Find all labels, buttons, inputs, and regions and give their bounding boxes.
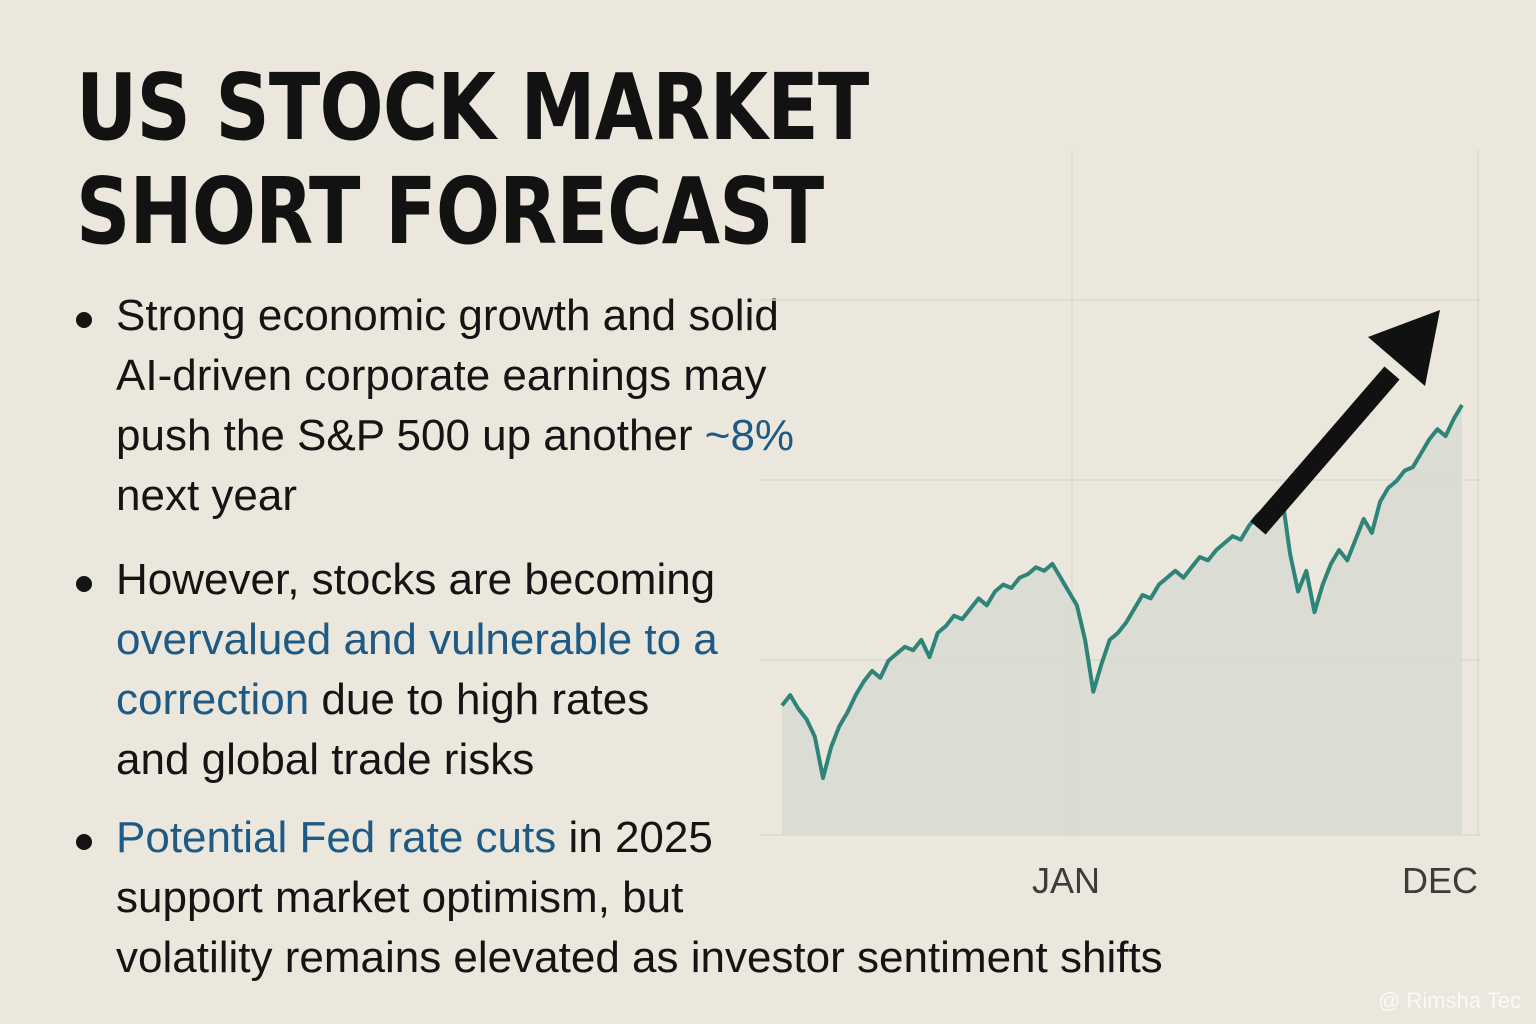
chart-area-fill <box>782 405 1462 835</box>
bullet-segment: Strong economic growth and solid <box>116 291 779 340</box>
page-title: US STOCK MARKET SHORT FORECAST <box>76 54 869 265</box>
trend-arrow-icon <box>1250 310 1440 535</box>
x-tick-label: JAN <box>1032 860 1100 901</box>
chart-series-line <box>780 403 1464 780</box>
bullet-line: AI-driven corporate earnings may <box>116 346 794 406</box>
bullet-segment: AI-driven corporate earnings may <box>116 351 767 400</box>
bullet-dot-icon <box>76 312 92 328</box>
bullet-line: next year <box>116 466 794 526</box>
bullet-dot-icon <box>76 834 92 850</box>
arrow-shaft <box>1250 366 1400 535</box>
highlight-text: correction <box>116 675 310 724</box>
highlight-text: Potential Fed rate cuts <box>116 813 557 862</box>
bullet-segment: in 2025 <box>556 813 713 862</box>
bullet-dot-icon <box>76 576 92 592</box>
bullet-segment: due to high rates <box>309 675 650 724</box>
bullet-segment: and global trade risks <box>116 735 535 784</box>
bullet-text: However, stocks are becoming overvalued a… <box>116 550 718 790</box>
bullet-segment: support market optimism, but <box>116 873 684 922</box>
bullet-line: correction due to high rates <box>116 670 718 730</box>
bullet-segment: However, stocks are becoming <box>116 555 716 604</box>
bullet-line: overvalued and vulnerable to a <box>116 610 718 670</box>
bullet-segment: push the S&P 500 up another <box>116 411 705 460</box>
bullet-segment: next year <box>116 471 297 520</box>
watermark-text: @ Rimsha Tec <box>1378 988 1521 1013</box>
bullet-line: Strong economic growth and solid <box>116 286 794 346</box>
highlight-text: ~8% <box>704 411 795 460</box>
bullet-text: Potential Fed rate cuts in 2025 support m… <box>116 808 1163 988</box>
bullet-line: However, stocks are becoming <box>116 550 718 610</box>
arrow-head <box>1368 310 1440 386</box>
bullet-line: push the S&P 500 up another ~8% <box>116 406 794 466</box>
bullet-line: support market optimism, but <box>116 868 1163 928</box>
x-tick-label: DEC <box>1402 860 1478 901</box>
bullet-line: Potential Fed rate cuts in 2025 <box>116 808 1163 868</box>
bullet-segment: volatility remains elevated as investor … <box>116 933 1163 982</box>
highlight-text: overvalued and vulnerable to a <box>116 615 718 664</box>
bullet-line: volatility remains elevated as investor … <box>116 928 1163 988</box>
bullet-text: Strong economic growth and solid AI-drive… <box>116 286 794 526</box>
bullet-line: and global trade risks <box>116 730 718 790</box>
